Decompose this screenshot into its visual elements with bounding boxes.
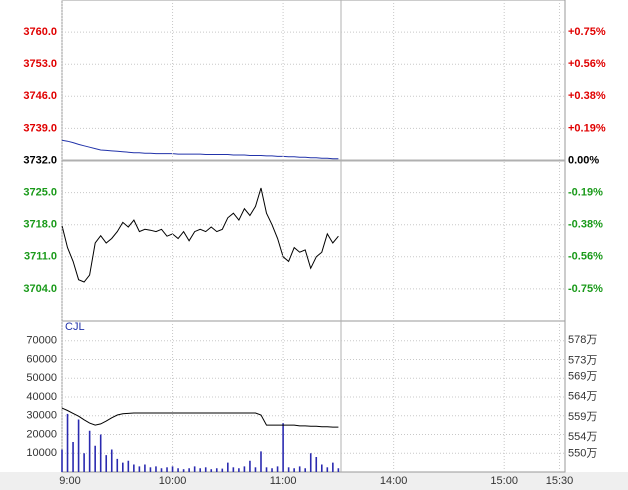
x-tick-label: 11:00 (270, 475, 297, 487)
y2-tick-label: -0.19% (568, 187, 603, 199)
volume-bar (72, 442, 74, 472)
y2-tick-label: 564万 (568, 391, 597, 403)
volume-bar (144, 464, 146, 472)
volume-bar (182, 469, 185, 472)
plot-frame (61, 0, 566, 473)
y-tick-label: 3711.0 (24, 251, 57, 263)
volume-bar (293, 468, 295, 472)
y2-tick-label: 559万 (568, 411, 597, 423)
volume-bar (77, 419, 80, 472)
x-tick-label: 10:00 (159, 475, 187, 487)
volume-bar (66, 413, 69, 472)
volume-bar (210, 469, 213, 472)
volume-bar (227, 462, 229, 472)
y2-tick-label: +0.75% (568, 26, 606, 38)
y2-tick-label: 0.00% (568, 154, 599, 166)
y-tick-label: 3739.0 (23, 122, 57, 134)
y2-tick-label: 569万 (568, 370, 597, 382)
y-tick-label: 20000 (26, 428, 57, 440)
x-tick-label: 9:00 (59, 475, 80, 487)
y-tick-label: 3753.0 (23, 58, 57, 70)
volume-bar (215, 468, 218, 472)
y2-tick-label: -0.75% (568, 283, 603, 295)
volume-bar (232, 467, 235, 472)
y2-tick-label: 573万 (568, 354, 597, 366)
series-line (61, 139, 339, 160)
volume-bar (298, 466, 301, 472)
volume-bar (193, 466, 196, 472)
volume-bar (61, 449, 63, 472)
y-tick-label: 30000 (26, 410, 57, 422)
y2-tick-label: -0.38% (568, 219, 603, 231)
volume-bar (99, 434, 102, 472)
volume-bar (265, 467, 268, 472)
volume-bar (254, 467, 257, 472)
volume-bar (332, 462, 334, 472)
volume-bar (88, 430, 91, 472)
volume-bar (309, 453, 312, 472)
volume-bar (304, 468, 307, 472)
series-line (61, 407, 339, 428)
volume-bar (199, 468, 201, 472)
volume-bar (238, 468, 240, 472)
volume-bar (287, 467, 290, 472)
y-tick-label: 50000 (26, 372, 57, 384)
volume-bar (320, 464, 323, 472)
x-tick-label: 15:30 (546, 475, 574, 487)
y2-tick-label: 554万 (568, 431, 597, 443)
y-tick-label: 10000 (26, 447, 57, 459)
volume-bar (326, 467, 329, 472)
series-line (61, 187, 339, 283)
volume-bar (188, 468, 190, 472)
volume-bar (177, 468, 179, 472)
volume-bar (160, 468, 163, 472)
volume-bar (110, 449, 113, 472)
y-tick-label: 3760.0 (23, 26, 57, 38)
volume-bar (260, 451, 262, 472)
volume-bar (337, 468, 340, 472)
volume-bar (122, 462, 124, 472)
y-tick-label: 3704.0 (23, 283, 57, 295)
volume-bar (243, 466, 246, 472)
volume-bar (276, 466, 279, 472)
volume-bar (315, 457, 318, 472)
volume-bar (116, 458, 119, 472)
volume-bar (149, 467, 152, 472)
volume-bar (221, 468, 224, 472)
x-tick-label: 14:00 (380, 475, 408, 487)
volume-bar (166, 467, 168, 472)
volume-bar (171, 466, 174, 472)
volume-bar (127, 460, 130, 472)
y-tick-label: 3732.0 (23, 154, 57, 166)
volume-bar (249, 460, 251, 472)
x-tick-label: 15:00 (490, 475, 518, 487)
y2-tick-label: +0.19% (568, 122, 606, 134)
volume-bar (83, 453, 85, 472)
volume-bar (155, 466, 157, 472)
y-tick-label: 70000 (26, 335, 57, 347)
y2-tick-label: +0.38% (568, 90, 606, 102)
y2-tick-label: +0.56% (568, 58, 606, 70)
time-axis-strip (0, 472, 628, 490)
volume-bar (204, 467, 207, 472)
volume-bar (133, 464, 135, 472)
volume-bar (271, 468, 273, 472)
volume-bar (94, 445, 96, 472)
y-tick-label: 3718.0 (23, 219, 57, 231)
volume-title: CJL (65, 321, 85, 333)
y-tick-label: 3746.0 (23, 90, 57, 102)
y-tick-label: 40000 (26, 391, 57, 403)
y2-tick-label: 550万 (568, 447, 597, 459)
y2-tick-label: -0.56% (568, 251, 603, 263)
volume-bar (105, 455, 108, 472)
volume-bar (282, 423, 284, 472)
y2-tick-label: 578万 (568, 334, 597, 346)
y-tick-label: 60000 (26, 353, 57, 365)
volume-bar (138, 466, 141, 472)
y-tick-label: 3725.0 (23, 187, 57, 199)
